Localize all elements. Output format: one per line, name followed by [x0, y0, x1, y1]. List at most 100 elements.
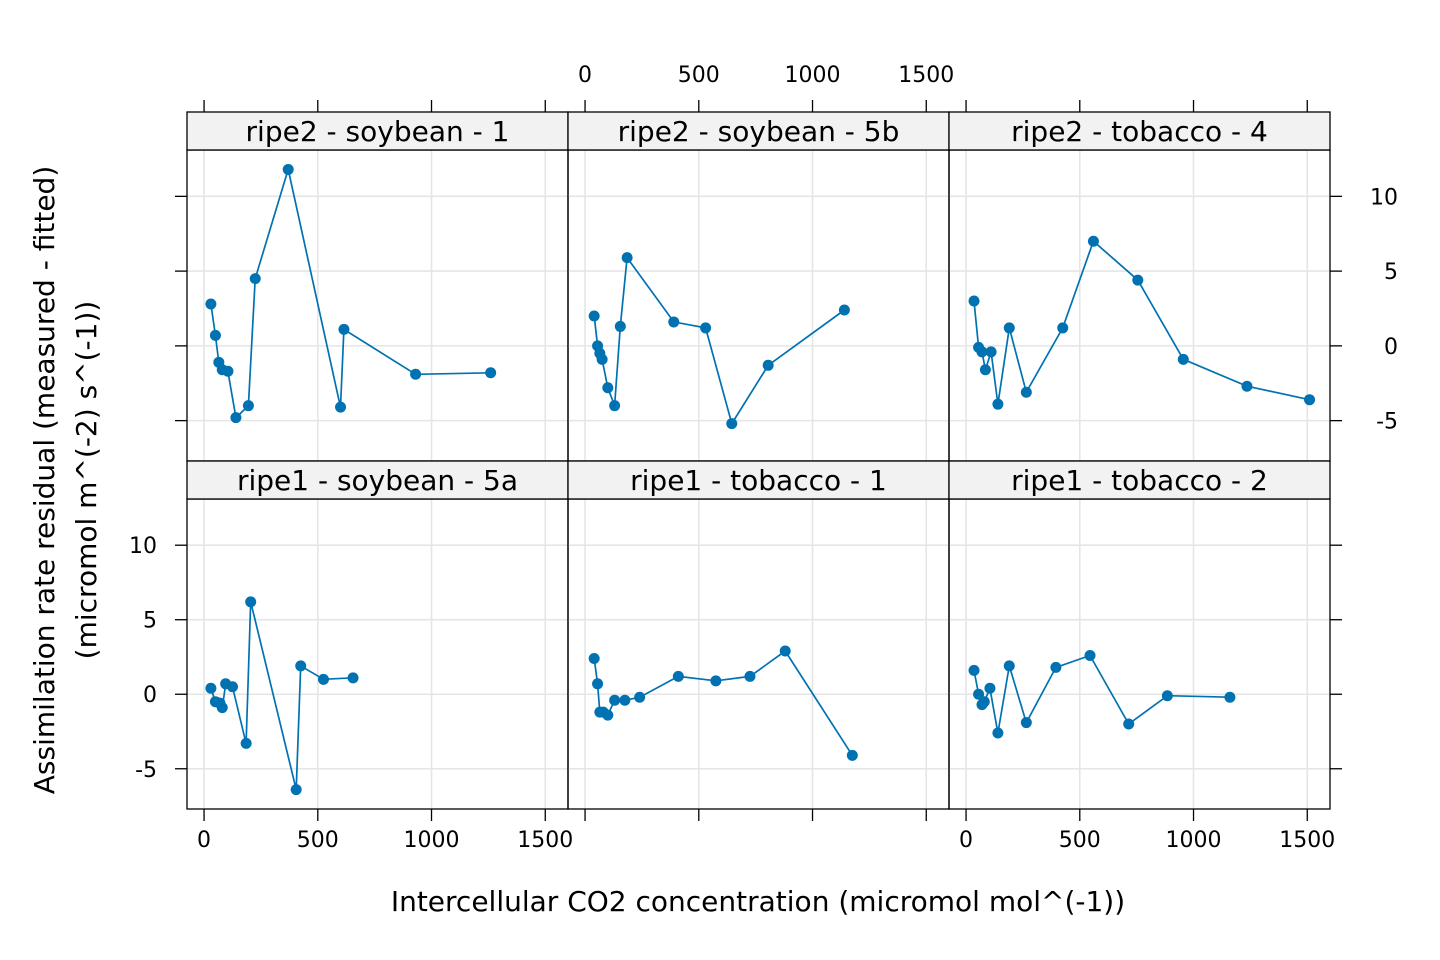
data-point: [596, 353, 608, 365]
data-point: [985, 346, 997, 358]
data-point: [1224, 691, 1236, 703]
data-point: [1003, 322, 1015, 334]
y-axis-title-line-2: (micromol m^(-2) s^(-1)): [70, 301, 103, 660]
data-point: [230, 412, 242, 424]
panel-2: ripe2 - soybean - 5b: [567, 111, 950, 462]
data-point: [205, 298, 217, 310]
data-point: [588, 652, 600, 664]
y-tick-label: 10: [129, 534, 157, 559]
data-point: [290, 784, 302, 796]
x-tick-label-top: 500: [678, 63, 720, 88]
data-point: [282, 163, 294, 175]
data-point: [978, 696, 990, 708]
data-point: [1304, 394, 1316, 406]
panel-strip: [567, 460, 950, 500]
data-point: [700, 322, 712, 334]
data-point: [602, 382, 614, 394]
data-point: [1003, 660, 1015, 672]
x-tick-label: 500: [1059, 828, 1101, 853]
data-point: [726, 418, 738, 430]
x-tick-label: 0: [197, 828, 211, 853]
panel-strip: [567, 111, 950, 151]
data-point: [338, 323, 350, 335]
x-tick-label-top: 1500: [898, 63, 954, 88]
data-point: [634, 691, 646, 703]
data-point: [1020, 717, 1032, 729]
data-point: [968, 664, 980, 676]
data-point: [762, 359, 774, 371]
data-point: [779, 645, 791, 657]
series-line: [593, 255, 845, 426]
data-point: [1087, 235, 1099, 247]
data-point: [992, 727, 1004, 739]
data-point: [1057, 322, 1069, 334]
data-point: [1020, 386, 1032, 398]
data-point: [846, 749, 858, 761]
data-point: [249, 273, 261, 285]
y-tick-label-right: -5: [1376, 410, 1398, 435]
data-point: [205, 682, 217, 694]
panels: ripe2 - soybean - 1 ripe2 - soybean - 5b r…: [186, 111, 1331, 810]
x-tick-label: 1000: [404, 828, 460, 853]
panel-3: ripe2 - tobacco - 4: [948, 111, 1331, 462]
panel-5: ripe1 - tobacco - 1: [567, 460, 950, 810]
data-point: [1084, 649, 1096, 661]
data-point: [1161, 690, 1173, 702]
data-point: [226, 681, 238, 693]
data-point: [992, 398, 1004, 410]
data-point: [222, 365, 234, 377]
data-point: [984, 682, 996, 694]
data-point: [1241, 380, 1253, 392]
y-tick-label-right: 10: [1370, 185, 1398, 210]
data-point: [592, 678, 604, 690]
data-point: [976, 346, 988, 358]
data-point: [410, 368, 422, 380]
panel-4: ripe1 - soybean - 5a: [186, 460, 569, 810]
series-line: [210, 601, 354, 790]
data-point: [1177, 353, 1189, 365]
data-point: [295, 660, 307, 672]
x-tick-label: 1000: [1166, 828, 1222, 853]
data-point: [242, 400, 254, 412]
x-tick-label: 500: [297, 828, 339, 853]
panel-title: ripe2 - tobacco - 4: [1011, 115, 1268, 148]
data-point: [335, 401, 347, 413]
data-point: [1123, 718, 1135, 730]
series-line: [210, 166, 491, 420]
x-tick-label-top: 1000: [785, 63, 841, 88]
y-tick-label-right: 5: [1384, 260, 1398, 285]
data-point: [619, 694, 631, 706]
panel-title: ripe1 - soybean - 5a: [237, 464, 518, 497]
data-point: [240, 737, 252, 749]
panel-strip: [186, 111, 569, 151]
data-point: [979, 364, 991, 376]
x-tick-label: 0: [959, 828, 973, 853]
data-point: [602, 709, 614, 721]
panel-1: ripe2 - soybean - 1: [186, 111, 569, 462]
data-point: [710, 675, 722, 687]
data-point: [968, 295, 980, 307]
data-point: [1132, 274, 1144, 286]
data-point: [1050, 661, 1062, 673]
data-point: [973, 688, 985, 700]
x-tick-label: 1500: [517, 828, 573, 853]
panel-strip: [948, 111, 1331, 151]
data-point: [245, 596, 257, 608]
data-point: [216, 702, 228, 714]
data-point: [668, 316, 680, 328]
data-point: [609, 400, 621, 412]
x-tick-label-top: 0: [578, 63, 592, 88]
data-point: [614, 320, 626, 332]
data-point: [609, 694, 621, 706]
data-point: [347, 672, 359, 684]
x-axis-title: Intercellular CO2 concentration (micromo…: [391, 885, 1125, 918]
series-line: [973, 239, 1310, 405]
panel-title: ripe1 - tobacco - 2: [1011, 464, 1268, 497]
data-point: [621, 252, 633, 264]
panel-strip: [948, 460, 1331, 500]
y-tick-label: -5: [135, 758, 157, 783]
data-point: [485, 367, 497, 379]
series-line: [593, 649, 854, 756]
data-point: [588, 310, 600, 322]
